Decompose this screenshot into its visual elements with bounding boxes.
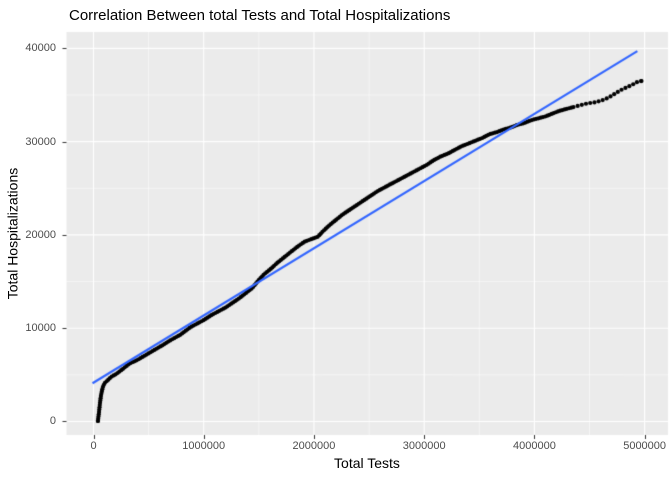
x-tick-label: 4000000 <box>512 440 556 452</box>
y-tick-label: 20000 <box>25 228 56 241</box>
y-tick-label: 30000 <box>25 135 56 148</box>
x-tick-label: 3000000 <box>402 440 446 452</box>
x-tick-label: 5000000 <box>623 440 667 452</box>
x-tick-label: 0 <box>90 440 97 452</box>
x-axis-title: Total Tests <box>334 455 400 471</box>
y-tick-label: 0 <box>49 415 56 428</box>
x-tick-label: 1000000 <box>182 440 226 452</box>
y-tick-label: 40000 <box>25 42 56 55</box>
x-tick-label: 2000000 <box>292 440 336 452</box>
y-tick-label: 10000 <box>25 322 56 335</box>
chart-title: Correlation Between total Tests and Tota… <box>69 7 451 24</box>
